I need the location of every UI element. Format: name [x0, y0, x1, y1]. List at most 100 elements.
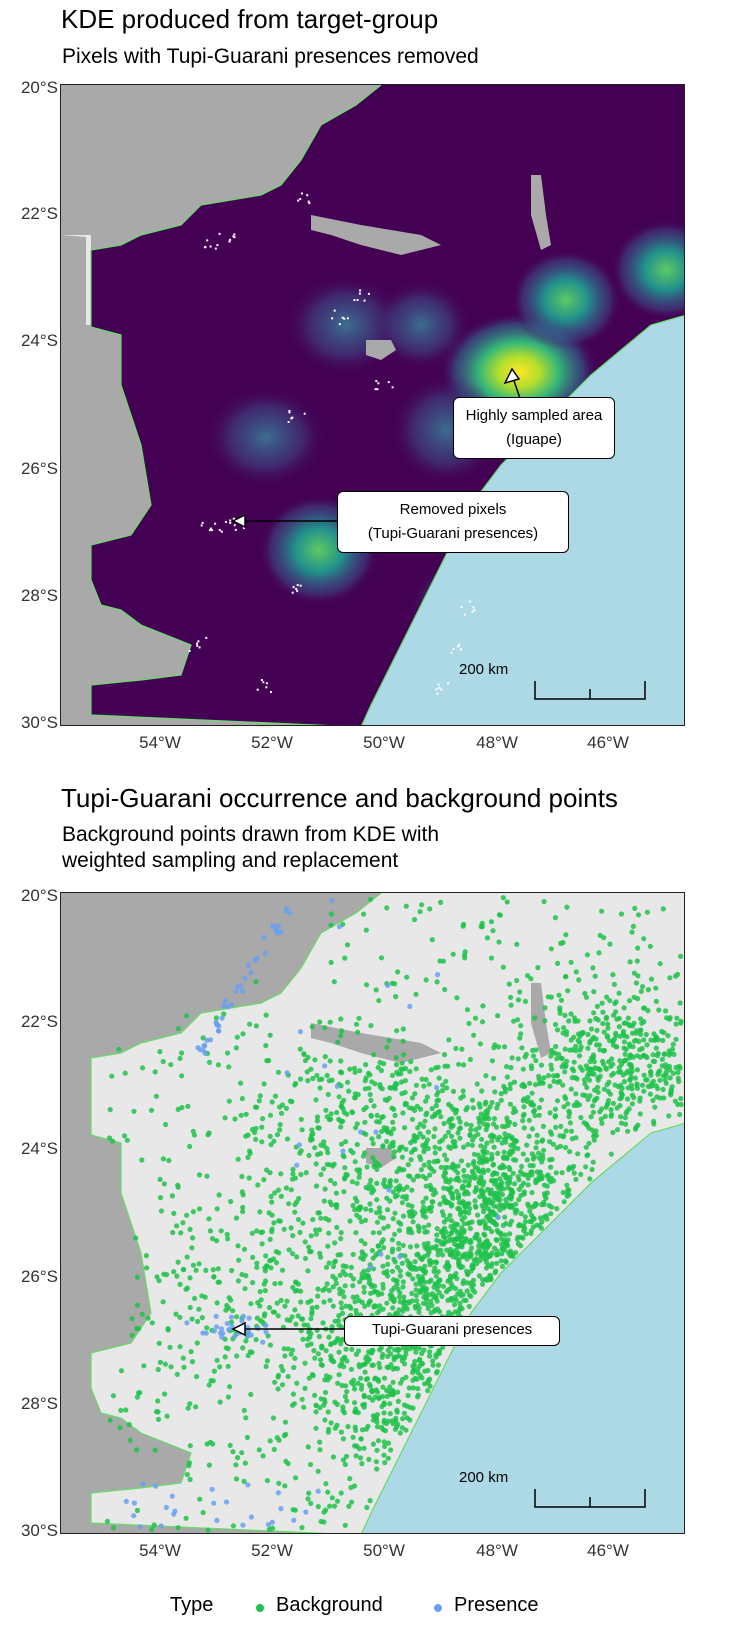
background-point	[583, 1164, 589, 1170]
background-point	[293, 1321, 299, 1327]
background-point	[632, 1075, 639, 1081]
background-point	[397, 1268, 403, 1274]
background-point	[527, 1208, 533, 1214]
background-point	[602, 1113, 608, 1119]
background-point	[451, 1273, 457, 1279]
background-point	[582, 1081, 588, 1087]
background-point	[502, 1089, 508, 1095]
background-point	[420, 1199, 426, 1205]
background-point	[409, 1290, 415, 1297]
background-point	[463, 1204, 469, 1210]
background-point	[354, 1167, 360, 1173]
removed-pixel	[346, 317, 349, 320]
background-point	[455, 1130, 461, 1136]
background-point	[539, 1138, 545, 1144]
removed-pixel	[438, 686, 441, 689]
background-point	[517, 1169, 524, 1175]
removed-pixel	[333, 309, 336, 312]
background-point	[343, 1263, 349, 1270]
background-point	[583, 1063, 590, 1069]
background-point	[189, 1316, 195, 1322]
background-point	[618, 1082, 624, 1088]
background-point	[472, 1189, 478, 1195]
background-point	[438, 899, 444, 905]
background-point	[432, 1144, 438, 1150]
background-point	[494, 1260, 500, 1266]
background-point	[432, 1150, 438, 1156]
background-point	[266, 1210, 272, 1216]
background-point	[380, 1143, 386, 1149]
background-point	[181, 1266, 187, 1273]
background-point	[253, 1136, 259, 1142]
background-point	[518, 1023, 524, 1029]
background-point	[406, 1229, 412, 1235]
background-point	[382, 1428, 388, 1434]
background-point	[591, 1059, 597, 1065]
background-point	[368, 1097, 374, 1103]
background-point	[476, 1273, 482, 1279]
background-point	[485, 1167, 491, 1173]
background-point	[412, 1210, 418, 1216]
removed-pixel	[291, 591, 294, 594]
background-point	[190, 1128, 196, 1134]
background-point	[410, 1370, 416, 1376]
background-point	[562, 1069, 568, 1075]
background-point	[318, 1254, 324, 1260]
background-point	[378, 1067, 384, 1074]
background-point	[541, 1191, 548, 1197]
background-point	[224, 1050, 231, 1056]
background-point	[355, 1348, 362, 1354]
background-point	[366, 1381, 373, 1387]
background-point	[323, 1481, 329, 1487]
background-point	[568, 1086, 574, 1092]
background-point	[277, 1280, 283, 1286]
background-point	[591, 989, 597, 995]
removed-pixel	[463, 613, 466, 616]
removed-pixel	[208, 529, 211, 532]
background-point	[362, 1303, 368, 1309]
background-point	[181, 1364, 187, 1370]
background-point	[368, 1112, 374, 1118]
background-point	[434, 1298, 440, 1304]
background-point	[349, 1179, 355, 1185]
background-point	[413, 1082, 419, 1088]
background-point	[140, 1065, 146, 1071]
background-point	[338, 1016, 344, 1022]
background-point	[585, 1152, 591, 1158]
background-point	[563, 1128, 569, 1134]
presence-point	[278, 1506, 284, 1512]
background-point	[280, 1367, 286, 1374]
background-point	[497, 1176, 503, 1182]
background-point	[526, 1133, 532, 1139]
background-point	[648, 1083, 654, 1089]
background-point	[666, 1113, 672, 1119]
background-point	[433, 1259, 440, 1266]
background-point	[166, 1157, 172, 1164]
background-point	[129, 1316, 135, 1322]
background-point	[548, 994, 554, 1000]
background-point	[571, 1163, 577, 1169]
background-point	[260, 1453, 266, 1459]
background-point	[163, 1121, 169, 1128]
background-point	[449, 1133, 455, 1139]
background-point	[604, 1082, 610, 1088]
background-point	[462, 1178, 468, 1184]
presence-point	[291, 1517, 297, 1523]
background-point	[491, 1116, 498, 1122]
background-point	[570, 1047, 576, 1053]
background-point	[405, 1173, 412, 1179]
background-point	[279, 1267, 286, 1273]
background-point	[465, 1221, 471, 1227]
background-point	[373, 1459, 379, 1465]
kde-map	[61, 85, 684, 725]
background-point	[320, 1320, 326, 1326]
background-point	[284, 1298, 290, 1304]
background-point	[252, 1129, 258, 1136]
background-point	[539, 1219, 545, 1225]
background-point	[292, 1307, 298, 1313]
background-point	[441, 1219, 447, 1225]
removed-pixel	[473, 609, 476, 612]
background-point	[430, 1191, 437, 1198]
background-point	[359, 1219, 365, 1225]
background-point	[376, 1230, 382, 1236]
